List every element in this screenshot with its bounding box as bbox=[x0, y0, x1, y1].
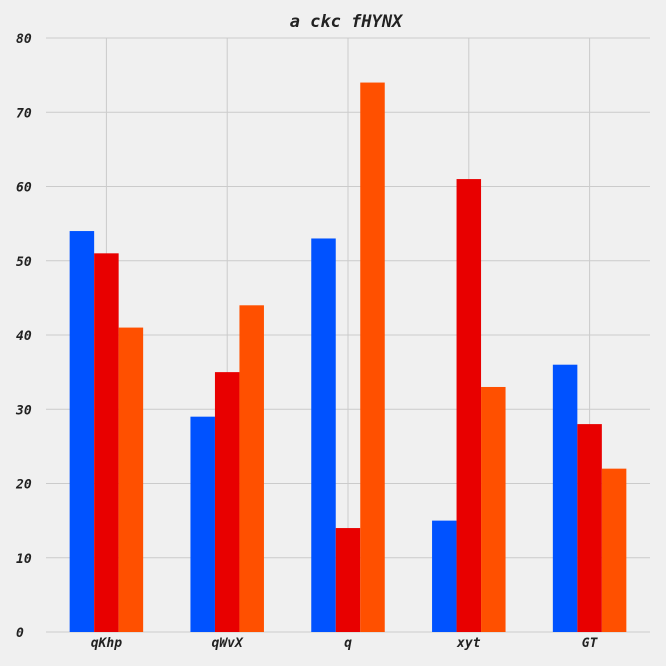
bar bbox=[69, 231, 95, 633]
y-axis-ticks: 0 10 20 30 40 50 60 70 80 bbox=[15, 32, 32, 641]
x-tick-label: qWvX bbox=[212, 636, 244, 651]
bar bbox=[118, 327, 144, 632]
bar bbox=[94, 253, 119, 632]
x-tick-label: q bbox=[344, 636, 352, 651]
x-axis-ticks: qKhp qWvX q xyt GT bbox=[91, 636, 599, 651]
y-tick-label: 30 bbox=[15, 403, 32, 418]
y-tick-label: 50 bbox=[16, 255, 32, 270]
y-tick-label: 70 bbox=[16, 106, 32, 121]
y-tick-label: 10 bbox=[16, 552, 32, 567]
bar bbox=[239, 305, 264, 632]
y-tick-label: 20 bbox=[15, 478, 32, 493]
bar bbox=[311, 238, 336, 632]
y-tick-label: 60 bbox=[16, 181, 32, 196]
bar bbox=[335, 528, 361, 632]
bar bbox=[552, 364, 578, 632]
bars bbox=[69, 82, 627, 633]
x-tick-label: qKhp bbox=[91, 636, 122, 651]
chart-title: a ckc fHYNX bbox=[290, 12, 404, 32]
y-tick-label: 40 bbox=[16, 329, 32, 344]
bar bbox=[190, 416, 215, 632]
bar bbox=[481, 386, 506, 632]
bar bbox=[456, 179, 482, 632]
bar bbox=[214, 372, 240, 632]
bar bbox=[432, 520, 457, 632]
x-tick-label: GT bbox=[582, 636, 599, 651]
x-tick-label: xyt bbox=[456, 636, 481, 651]
bar bbox=[577, 424, 602, 632]
bar bbox=[360, 82, 385, 633]
y-tick-label: 80 bbox=[16, 32, 32, 47]
bar bbox=[601, 468, 627, 632]
y-tick-label: 0 bbox=[16, 626, 24, 641]
